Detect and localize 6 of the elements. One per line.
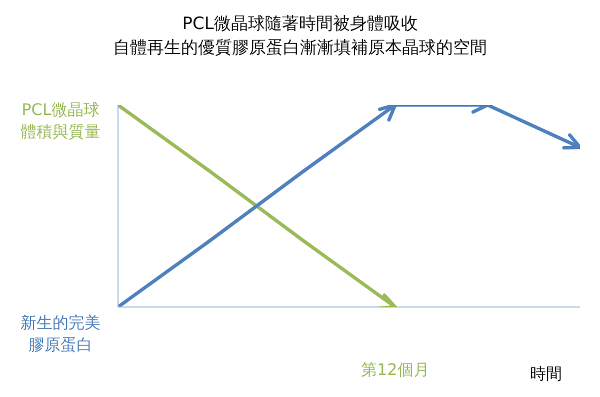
series-label: PCL微晶球體積與質量 (20, 99, 102, 143)
chart-subtitle: 自體再生的優質膠原蛋白漸漸填補原本晶球的空間 (112, 37, 488, 60)
text: 第12個月 (360, 360, 430, 381)
series-label: 新生的完美膠原蛋白 (20, 312, 102, 356)
x-axis-title: 時間 (530, 364, 562, 385)
chart-title: PCL微晶球隨著時間被身體吸收 (181, 13, 419, 36)
